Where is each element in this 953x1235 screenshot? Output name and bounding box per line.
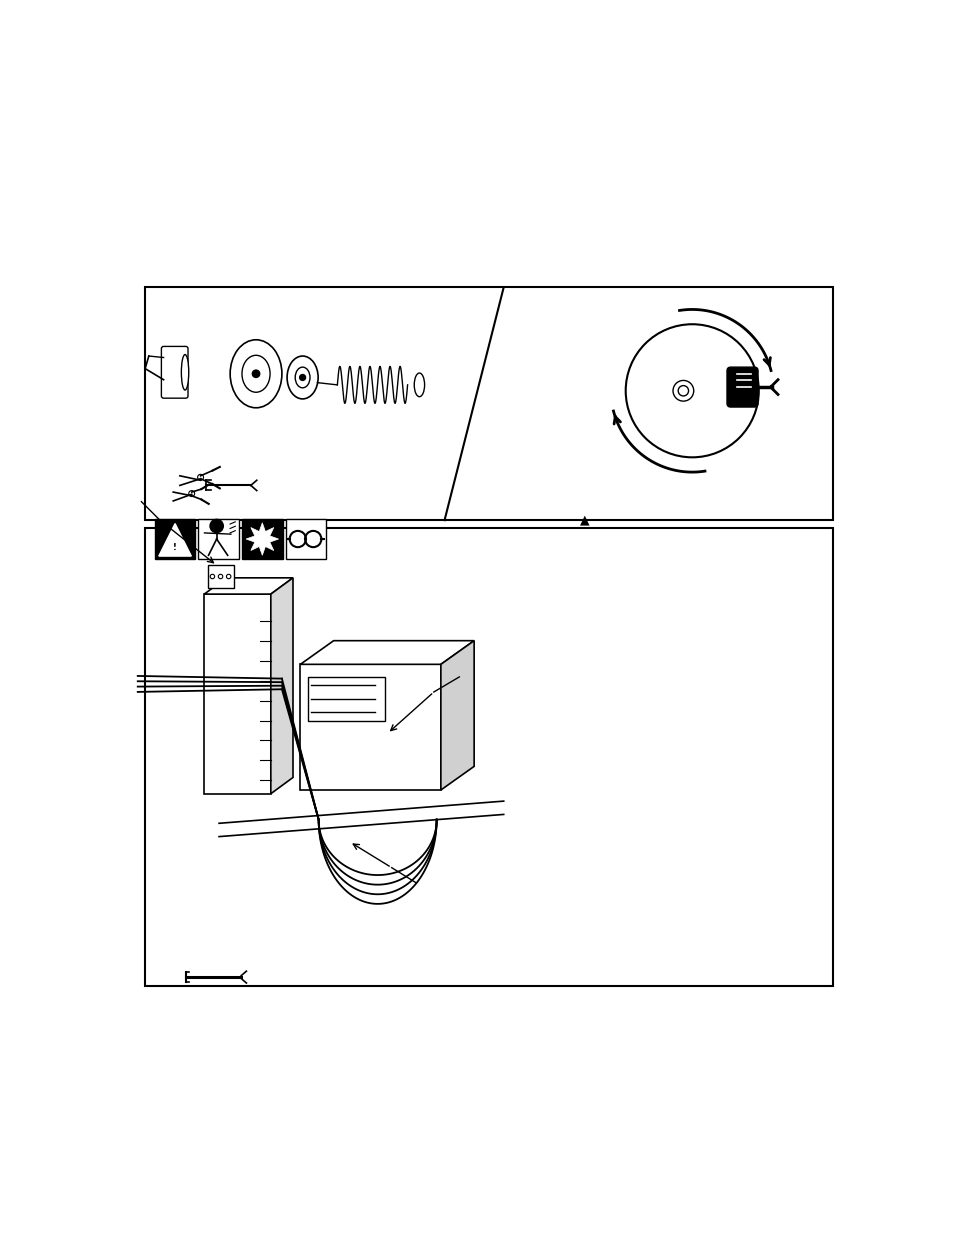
- Circle shape: [210, 520, 223, 532]
- Polygon shape: [300, 664, 440, 790]
- Text: ▲: ▲: [579, 514, 589, 527]
- Circle shape: [299, 374, 305, 380]
- Polygon shape: [246, 522, 278, 556]
- Circle shape: [218, 574, 222, 579]
- Bar: [208, 566, 233, 588]
- Bar: [198, 519, 239, 559]
- Bar: [145, 527, 832, 986]
- Polygon shape: [271, 578, 293, 794]
- Circle shape: [678, 385, 688, 396]
- Ellipse shape: [414, 373, 424, 396]
- Polygon shape: [204, 594, 271, 794]
- Text: !: !: [172, 543, 177, 552]
- Ellipse shape: [242, 356, 270, 393]
- Ellipse shape: [230, 340, 282, 408]
- Circle shape: [197, 474, 203, 480]
- FancyBboxPatch shape: [161, 347, 188, 398]
- Polygon shape: [204, 578, 293, 594]
- Bar: [308, 677, 385, 721]
- Polygon shape: [440, 641, 474, 790]
- FancyBboxPatch shape: [726, 367, 758, 408]
- Bar: [285, 519, 326, 559]
- Ellipse shape: [287, 356, 317, 399]
- Circle shape: [226, 574, 231, 579]
- Polygon shape: [158, 524, 192, 556]
- Circle shape: [672, 380, 693, 401]
- Polygon shape: [300, 641, 474, 664]
- Bar: [242, 519, 282, 559]
- Ellipse shape: [294, 367, 310, 388]
- Bar: [154, 519, 195, 559]
- Circle shape: [252, 370, 259, 378]
- Circle shape: [210, 574, 214, 579]
- Circle shape: [625, 325, 758, 457]
- Bar: [145, 288, 832, 520]
- Circle shape: [189, 490, 194, 496]
- Ellipse shape: [181, 354, 189, 390]
